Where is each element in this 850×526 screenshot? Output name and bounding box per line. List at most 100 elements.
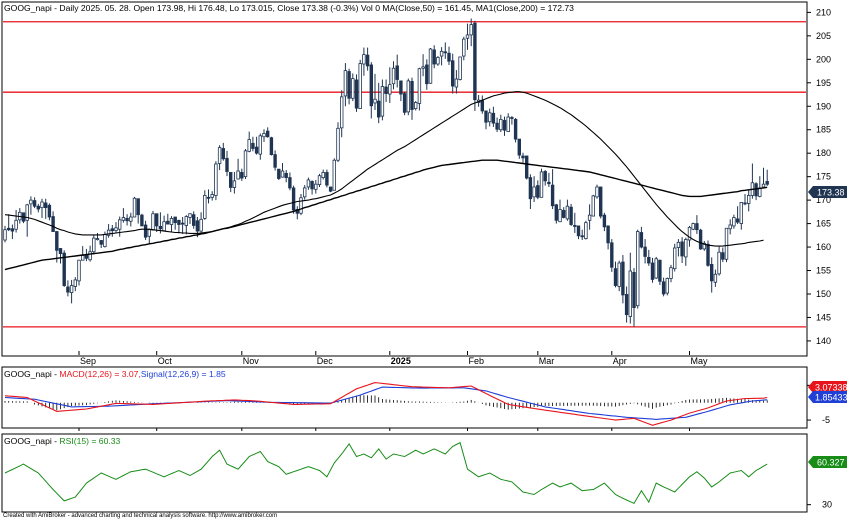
candle-body-down <box>36 205 40 210</box>
candle <box>325 169 329 188</box>
candle-body-up <box>373 98 377 104</box>
candle <box>288 172 292 191</box>
candle-body-down <box>62 252 66 286</box>
candle <box>243 148 248 179</box>
candle <box>617 260 621 292</box>
candle-body-up <box>487 112 492 123</box>
candle-body-down <box>573 225 577 227</box>
candle-body-down <box>580 235 584 238</box>
candle-body-down <box>369 64 373 107</box>
candle <box>613 261 618 288</box>
candle-body-down <box>491 112 496 124</box>
candle-body-down <box>698 229 703 250</box>
candle-body-down <box>376 100 381 118</box>
candle <box>732 214 736 229</box>
candle <box>339 90 344 138</box>
candle <box>495 117 499 133</box>
candle <box>47 203 52 221</box>
candle-body-up <box>3 229 7 241</box>
candle <box>373 73 377 111</box>
candle <box>695 215 699 234</box>
candle-body-down <box>450 60 455 87</box>
candle-body-up <box>302 187 307 198</box>
candle <box>365 47 370 71</box>
candle <box>321 169 325 180</box>
candle <box>388 67 392 103</box>
candle-body-up <box>188 213 192 218</box>
candle-body-down <box>384 86 388 94</box>
candle-body-down <box>136 198 140 216</box>
candle-body-down <box>599 186 603 217</box>
candle <box>158 212 163 234</box>
candle-body-up <box>761 183 766 188</box>
price-tick-label: 205 <box>816 31 831 41</box>
candle <box>240 168 244 181</box>
candle-body-down <box>51 216 55 232</box>
candle <box>395 54 399 88</box>
candle-body-down <box>325 172 329 186</box>
candle-body-up <box>339 96 344 129</box>
signal-badge-shape <box>808 391 847 403</box>
candle <box>580 229 584 241</box>
candle-body-up <box>565 205 570 220</box>
candle <box>36 203 40 213</box>
candle <box>513 117 518 143</box>
candle-body-up <box>595 186 599 198</box>
price-tick-label: 190 <box>816 101 831 111</box>
candle <box>669 264 673 283</box>
candle <box>425 59 429 90</box>
candle-body-up <box>747 195 751 204</box>
candle-body-up <box>210 194 214 198</box>
candle-body-up <box>92 237 96 253</box>
candle-body-up <box>317 175 322 186</box>
candle <box>484 110 488 130</box>
candle-body-down <box>447 52 451 62</box>
date-tick-label: Dec <box>317 356 334 366</box>
candle <box>62 250 66 287</box>
candle <box>558 199 562 223</box>
date-tick-label: Apr <box>613 356 627 366</box>
candle <box>332 158 336 191</box>
candle-body-up <box>217 147 222 164</box>
candle-body-up <box>506 116 510 132</box>
candle-body-down <box>624 294 629 316</box>
candle-body-down <box>291 187 296 211</box>
candle <box>636 229 640 309</box>
candle <box>206 189 211 204</box>
footer-credit: Created with AmiBroker - advanced charti… <box>3 513 278 519</box>
candle-body-up <box>436 57 440 65</box>
candle <box>462 36 466 61</box>
candle-body-down <box>180 222 185 225</box>
candle <box>399 80 403 102</box>
rsi-indicator: 30 <box>4 441 832 510</box>
candle <box>410 77 414 120</box>
candle-body-down <box>562 210 566 218</box>
price-tick-label: 150 <box>816 289 831 299</box>
candle-body-down <box>695 223 699 231</box>
candle-body-down <box>177 219 181 225</box>
candle <box>73 277 77 292</box>
candle-body-down <box>191 214 196 226</box>
candle <box>25 203 29 237</box>
candle-body-down <box>480 100 484 112</box>
candle <box>140 213 144 227</box>
candle <box>251 136 255 152</box>
candle <box>402 91 407 116</box>
candle-body-up <box>343 70 348 97</box>
candle <box>362 47 366 76</box>
candle-body-up <box>88 251 92 261</box>
candle-body-up <box>25 204 29 221</box>
candle <box>21 212 26 224</box>
candle-body-up <box>129 216 133 222</box>
price-tick-label: 185 <box>816 125 831 135</box>
candle-body-down <box>347 71 351 99</box>
macd-tick-label: -5 <box>822 415 830 425</box>
candle <box>180 217 185 234</box>
candle-body-up <box>417 68 422 104</box>
candle <box>280 163 285 178</box>
candle-body-up <box>617 262 621 287</box>
candle <box>447 46 451 65</box>
candle <box>214 161 218 201</box>
candle <box>413 101 418 111</box>
